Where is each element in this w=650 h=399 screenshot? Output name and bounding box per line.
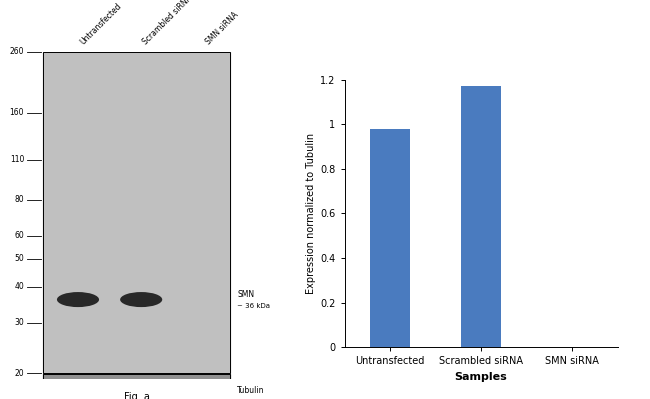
Text: SMN siRNA: SMN siRNA <box>204 11 240 47</box>
Bar <box>43 52 230 373</box>
Ellipse shape <box>183 385 226 397</box>
Text: 160: 160 <box>10 108 24 117</box>
X-axis label: Samples: Samples <box>454 372 508 382</box>
Text: 60: 60 <box>14 231 24 240</box>
Text: ~ 36 kDa: ~ 36 kDa <box>237 303 270 309</box>
Bar <box>460 87 502 347</box>
Ellipse shape <box>57 292 99 307</box>
Ellipse shape <box>57 385 99 397</box>
Bar <box>369 129 411 347</box>
Text: 80: 80 <box>14 195 24 204</box>
Ellipse shape <box>120 385 162 397</box>
Text: 50: 50 <box>14 254 24 263</box>
Text: 40: 40 <box>14 282 24 291</box>
Text: 30: 30 <box>14 318 24 327</box>
Text: Scrambled siRNA: Scrambled siRNA <box>141 0 194 47</box>
Text: Untransfected: Untransfected <box>78 2 123 47</box>
Text: SMN: SMN <box>237 290 254 299</box>
Bar <box>43 52 230 373</box>
Y-axis label: Expression normalized to Tubulin: Expression normalized to Tubulin <box>306 133 316 294</box>
Text: Tubulin: Tubulin <box>237 387 265 395</box>
Bar <box>43 374 230 399</box>
Text: 20: 20 <box>14 369 24 378</box>
Text: 260: 260 <box>10 47 24 56</box>
Text: Fig. a: Fig. a <box>124 392 150 399</box>
Ellipse shape <box>120 292 162 307</box>
Text: 110: 110 <box>10 155 24 164</box>
Bar <box>43 374 230 399</box>
